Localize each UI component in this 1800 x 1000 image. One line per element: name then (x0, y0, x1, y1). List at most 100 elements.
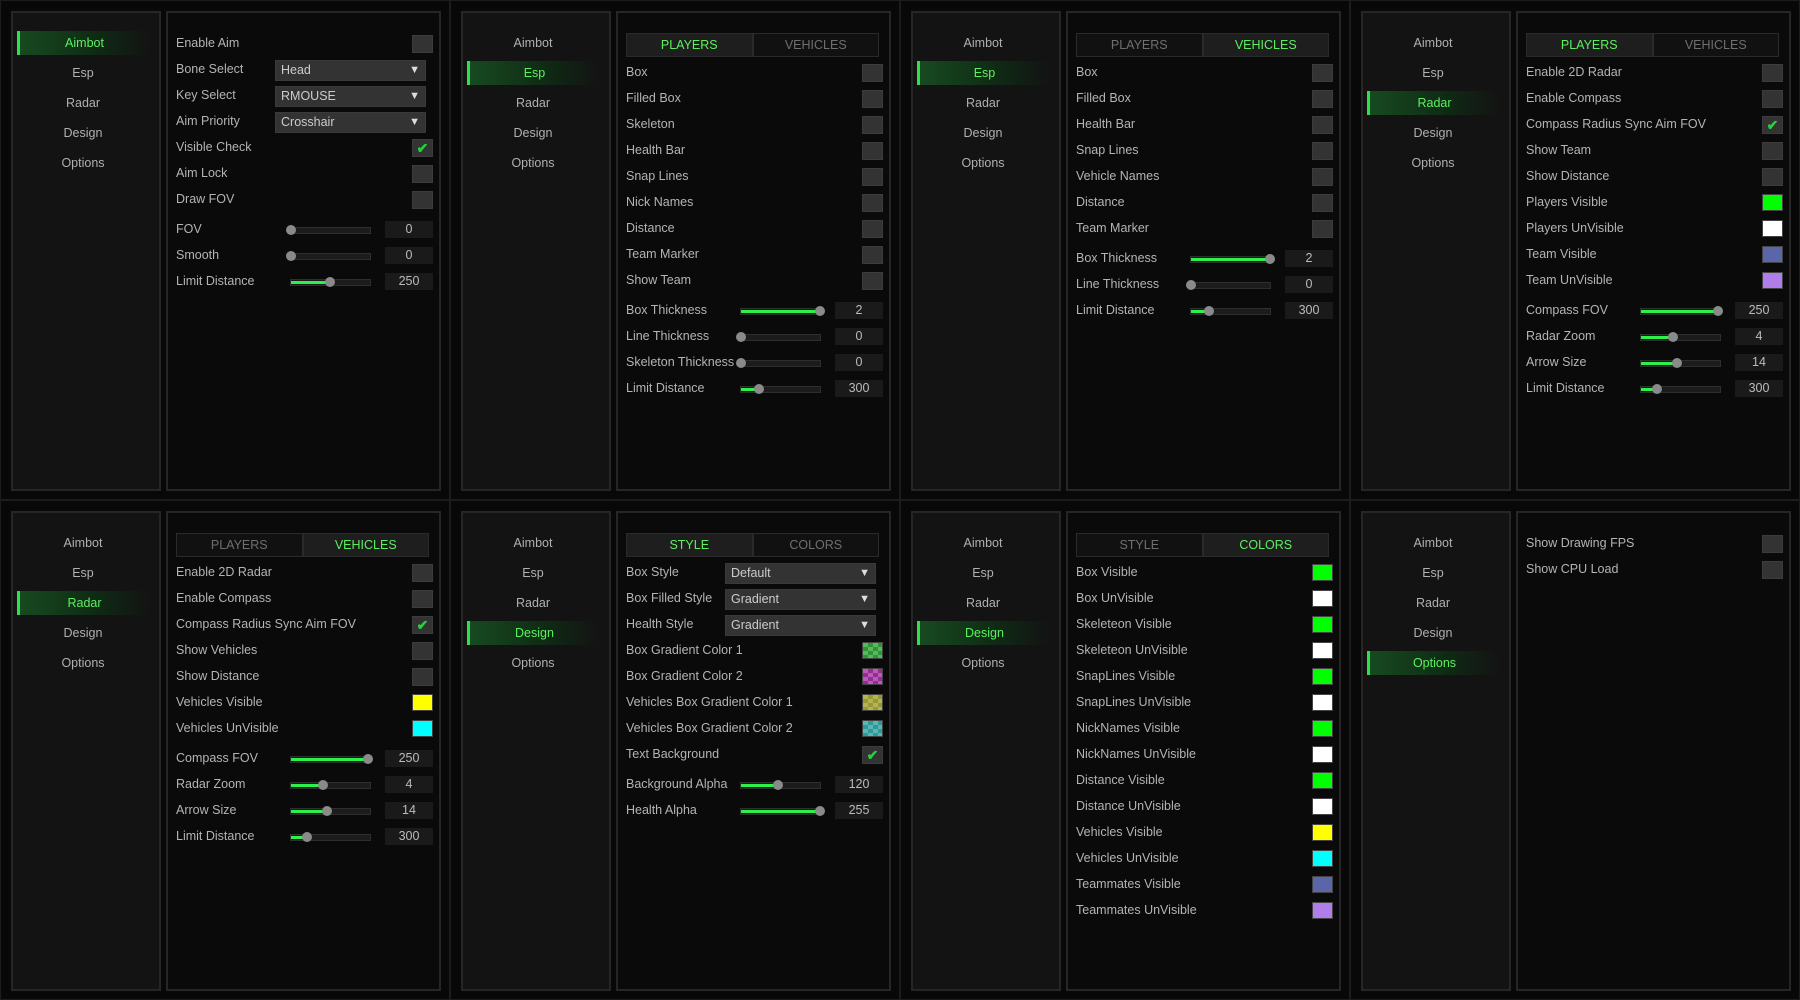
color-swatch[interactable] (412, 694, 433, 711)
sidebar-item-aimbot[interactable]: Aimbot (17, 31, 149, 55)
tab-vehicles[interactable]: VEHICLES (751, 34, 878, 56)
slider[interactable] (1640, 306, 1724, 316)
sidebar-item-options[interactable]: Options (961, 656, 1005, 670)
sidebar-item-design[interactable]: Design (513, 126, 553, 140)
color-swatch[interactable] (1762, 246, 1783, 263)
slider-value-field[interactable]: 300 (1285, 302, 1333, 319)
tab-vehicles[interactable]: VEHICLES (1201, 34, 1328, 56)
slider-handle[interactable] (815, 806, 825, 816)
slider-handle[interactable] (736, 358, 746, 368)
color-swatch[interactable] (1762, 194, 1783, 211)
slider-handle[interactable] (773, 780, 784, 790)
color-swatch[interactable] (1762, 272, 1783, 289)
slider[interactable] (740, 806, 825, 816)
tab-style[interactable]: STYLE (1077, 534, 1202, 556)
sidebar-item-design[interactable]: Design (1413, 126, 1453, 140)
checkbox[interactable] (1762, 561, 1783, 579)
color-swatch[interactable] (1762, 220, 1783, 237)
slider[interactable] (290, 754, 374, 764)
sidebar-item-aimbot[interactable]: Aimbot (963, 536, 1003, 550)
sidebar-item-design[interactable]: Design (63, 626, 103, 640)
sidebar-item-radar[interactable]: Radar (515, 96, 551, 110)
slider[interactable] (290, 277, 371, 287)
slider[interactable] (736, 332, 821, 342)
slider-value-field[interactable]: 2 (835, 302, 883, 319)
slider-value-field[interactable]: 0 (385, 247, 433, 264)
color-swatch[interactable] (1312, 668, 1333, 685)
tab-vehicles[interactable]: VEHICLES (301, 534, 428, 556)
slider-handle[interactable] (1265, 254, 1275, 264)
slider-handle[interactable] (286, 251, 296, 261)
color-swatch[interactable] (1312, 642, 1333, 659)
sidebar-item-aimbot[interactable]: Aimbot (513, 36, 553, 50)
tab-style[interactable]: STYLE (627, 534, 752, 556)
sidebar-item-radar[interactable]: Radar (965, 596, 1001, 610)
checkbox[interactable] (862, 246, 883, 264)
slider-value-field[interactable]: 250 (385, 750, 433, 767)
checkbox[interactable]: ✔ (1762, 116, 1783, 134)
sidebar-item-esp[interactable]: Esp (917, 61, 1049, 85)
color-swatch[interactable] (1312, 590, 1333, 607)
checkbox[interactable] (862, 116, 883, 134)
color-swatch[interactable] (1312, 824, 1333, 841)
sidebar-item-aimbot[interactable]: Aimbot (63, 536, 103, 550)
sidebar-item-design[interactable]: Design (63, 126, 103, 140)
sidebar-item-options[interactable]: Options (61, 156, 105, 170)
checkbox[interactable] (1762, 142, 1783, 160)
sidebar-item-options[interactable]: Options (961, 156, 1005, 170)
slider-value-field[interactable]: 0 (835, 354, 883, 371)
sidebar-item-aimbot[interactable]: Aimbot (963, 36, 1003, 50)
slider-value-field[interactable]: 300 (1735, 380, 1783, 397)
color-swatch[interactable] (1312, 798, 1333, 815)
sidebar-item-design[interactable]: Design (467, 621, 599, 645)
sidebar-item-design[interactable]: Design (1413, 626, 1453, 640)
sidebar-item-aimbot[interactable]: Aimbot (513, 536, 553, 550)
color-swatch[interactable] (1312, 902, 1333, 919)
color-swatch[interactable] (1312, 720, 1333, 737)
sidebar-item-radar[interactable]: Radar (965, 96, 1001, 110)
slider-value-field[interactable]: 0 (385, 221, 433, 238)
slider-value-field[interactable]: 2 (1285, 250, 1333, 267)
color-swatch[interactable] (862, 694, 883, 711)
slider-handle[interactable] (736, 332, 746, 342)
slider-value-field[interactable]: 14 (385, 802, 433, 819)
slider[interactable] (740, 306, 825, 316)
slider-handle[interactable] (1204, 306, 1215, 316)
slider[interactable] (290, 780, 371, 790)
slider[interactable] (1190, 306, 1271, 316)
tab-players[interactable]: PLAYERS (627, 34, 752, 56)
sidebar-item-options[interactable]: Options (61, 656, 105, 670)
dropdown-select[interactable]: Gradient ▼ (725, 615, 876, 636)
slider[interactable] (740, 384, 821, 394)
slider-handle[interactable] (301, 832, 312, 842)
dropdown-select[interactable]: Head ▼ (275, 60, 426, 81)
sidebar-item-design[interactable]: Design (917, 621, 1049, 645)
slider-value-field[interactable]: 120 (835, 776, 883, 793)
checkbox[interactable] (1312, 142, 1333, 160)
slider[interactable] (1640, 384, 1721, 394)
color-swatch[interactable] (862, 720, 883, 737)
slider-handle[interactable] (1186, 280, 1196, 290)
slider-value-field[interactable]: 300 (835, 380, 883, 397)
checkbox[interactable] (1762, 90, 1783, 108)
tab-colors[interactable]: COLORS (751, 534, 878, 556)
color-swatch[interactable] (862, 642, 883, 659)
slider-value-field[interactable]: 0 (1285, 276, 1333, 293)
slider-value-field[interactable]: 14 (1735, 354, 1783, 371)
slider-handle[interactable] (317, 780, 328, 790)
slider-handle[interactable] (1671, 358, 1682, 368)
checkbox[interactable] (1762, 535, 1783, 553)
slider-value-field[interactable]: 250 (385, 273, 433, 290)
slider[interactable] (1186, 280, 1271, 290)
checkbox[interactable]: ✔ (862, 746, 883, 764)
slider-handle[interactable] (324, 277, 335, 287)
slider[interactable] (1190, 254, 1275, 264)
checkbox[interactable] (412, 564, 433, 582)
checkbox[interactable] (412, 590, 433, 608)
sidebar-item-radar[interactable]: Radar (515, 596, 551, 610)
tab-players[interactable]: PLAYERS (1077, 34, 1202, 56)
color-swatch[interactable] (1312, 616, 1333, 633)
sidebar-item-radar[interactable]: Radar (1367, 91, 1499, 115)
sidebar-item-radar[interactable]: Radar (1415, 596, 1451, 610)
sidebar-item-esp[interactable]: Esp (72, 566, 94, 580)
